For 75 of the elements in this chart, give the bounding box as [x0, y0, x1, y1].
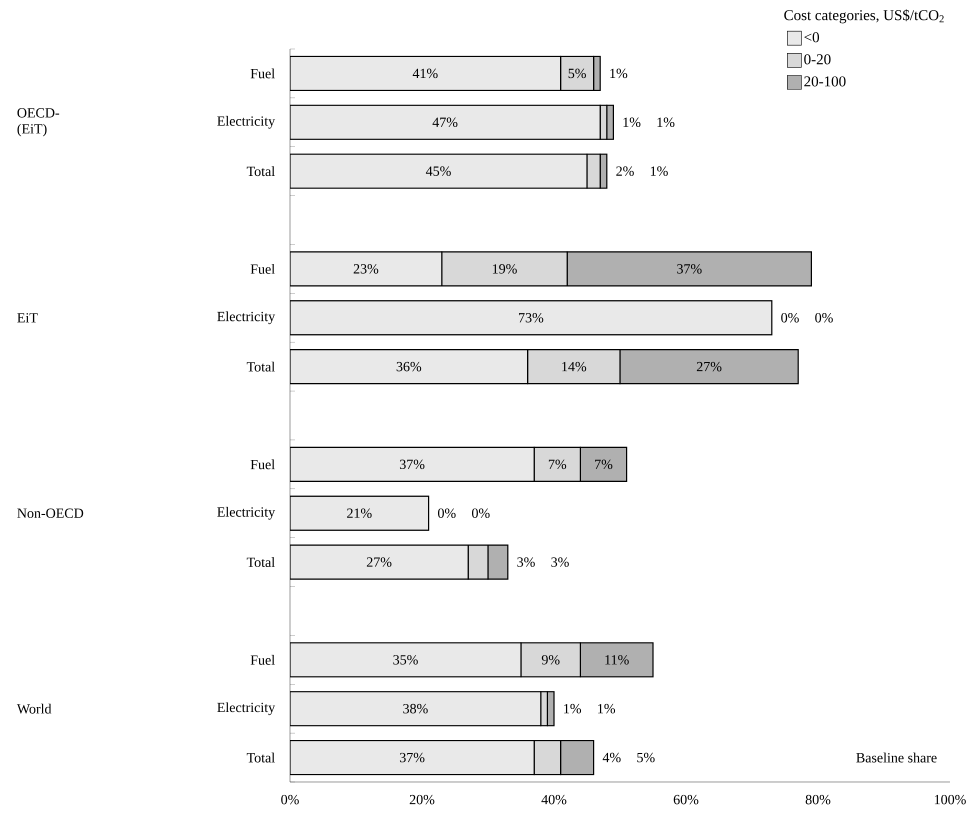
data-label: 9%	[542, 655, 560, 665]
data-label: 1%	[650, 166, 668, 176]
x-tick-label: 40%	[541, 794, 566, 804]
data-label: 36%	[396, 362, 422, 372]
data-label: 3%	[551, 557, 569, 567]
data-label: 5%	[637, 752, 655, 762]
annotation: Baseline share	[856, 752, 937, 762]
y-tick-label: Total	[246, 166, 275, 176]
data-label: 3%	[517, 557, 535, 567]
bar	[290, 349, 528, 384]
legend-label: 20-100	[804, 76, 846, 86]
data-label: 38%	[403, 704, 428, 714]
y-tick-label: Fuel	[250, 264, 275, 274]
data-label: 19%	[492, 264, 517, 274]
y-tick-label: Electricity	[217, 702, 276, 716]
bar	[290, 691, 542, 726]
data-label: 4%	[602, 752, 621, 762]
data-label: 27%	[696, 362, 722, 372]
x-tick-label: 0%	[281, 794, 299, 804]
x-tick-label: 20%	[410, 794, 434, 804]
data-label: 37%	[400, 752, 424, 762]
data-label: 5%	[568, 68, 586, 78]
data-label: 45%	[426, 166, 451, 176]
y-tick-label: Electricity	[217, 506, 276, 520]
bar	[290, 544, 469, 580]
data-label: 2%	[616, 166, 634, 176]
text: World	[16, 704, 52, 714]
data-label: 0%	[472, 508, 490, 518]
data-label: 14%	[562, 362, 586, 372]
data-label: 47%	[432, 118, 458, 128]
bar	[290, 154, 588, 189]
data-label: 7%	[595, 460, 612, 470]
bar	[290, 642, 522, 678]
y-tick-label: Fuel	[250, 68, 275, 78]
text: Non-OECD	[17, 508, 84, 518]
data-label: 0%	[438, 508, 456, 518]
data-label: 23%	[354, 264, 378, 274]
bar	[290, 740, 535, 776]
data-label: 21%	[347, 508, 372, 518]
bar	[290, 56, 562, 92]
data-label: 1%	[623, 118, 640, 128]
bar	[290, 496, 430, 531]
bar	[290, 300, 772, 336]
x-tick-label: 100%	[934, 794, 966, 804]
y-tick-label: Fuel	[250, 459, 275, 470]
y-tick-label: Electricity	[217, 116, 276, 129]
data-label: 0%	[815, 313, 833, 323]
data-label: 37%	[400, 460, 424, 470]
y-tick-label: Total	[246, 557, 275, 568]
data-label: 0%	[781, 313, 799, 323]
legend-label: <0	[804, 32, 820, 42]
data-label: 1%	[610, 68, 628, 78]
legend-title: Cost categories, US$/tCO$_{2}$	[784, 9, 944, 24]
data-label: 27%	[366, 557, 392, 567]
bar	[290, 446, 535, 482]
data-label: 41%	[412, 68, 438, 78]
y-tick-label: Total	[246, 752, 275, 762]
data-label: 1%	[657, 118, 674, 128]
bar	[290, 251, 442, 286]
data-label: 35%	[393, 655, 418, 665]
text: EiT	[17, 313, 38, 322]
data-label: 73%	[518, 313, 544, 323]
data-label: 1%	[598, 704, 616, 714]
x-tick-label: 80%	[806, 794, 830, 804]
legend-label: 0-20	[804, 54, 831, 64]
text: OECD-(EiT)	[17, 108, 60, 136]
x-tick-label: 60%	[674, 794, 698, 804]
data-label: 1%	[564, 704, 582, 714]
data-label: 11%	[605, 655, 629, 665]
y-tick-label: Total	[246, 362, 275, 372]
bar	[290, 104, 601, 140]
data-label: 37%	[677, 264, 702, 274]
y-tick-label: Electricity	[217, 311, 276, 324]
data-label: 7%	[548, 460, 566, 470]
y-tick-label: Fuel	[250, 654, 275, 665]
